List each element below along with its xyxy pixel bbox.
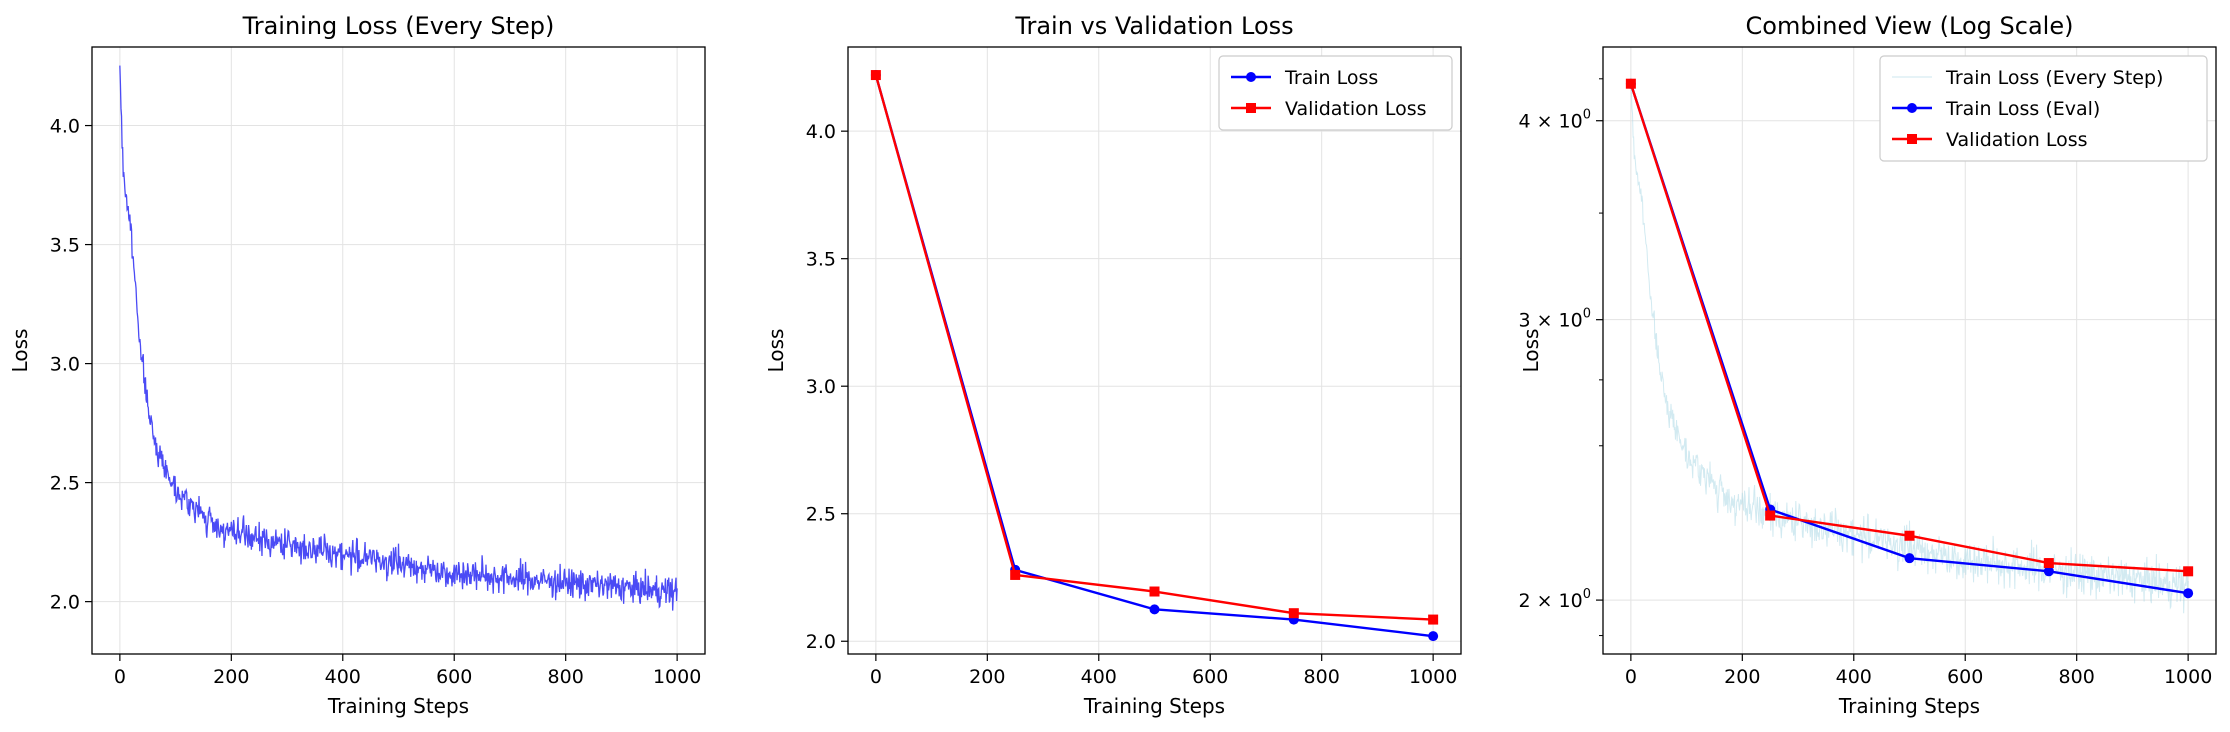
x-tick-label: 600 — [436, 666, 472, 688]
x-axis-label: Training Steps — [1838, 694, 1980, 718]
x-tick-label: 0 — [870, 666, 882, 688]
legend-marker — [1246, 103, 1256, 113]
x-tick-label: 200 — [213, 666, 249, 688]
legend-marker — [1246, 72, 1256, 82]
y-tick-label-exponent: 0 — [1583, 108, 1591, 123]
data-point — [1149, 604, 1160, 615]
legend-entry: Train Loss (Eval) — [1892, 98, 2100, 120]
series-2 — [870, 70, 1439, 625]
y-tick-label-base: 2 — [1518, 590, 1530, 612]
x-tick-label: 800 — [1304, 666, 1340, 688]
legend-label: Validation Loss — [1946, 129, 2088, 151]
data-point — [2183, 566, 2194, 577]
x-tick-label: 1000 — [653, 666, 701, 688]
plot-area — [848, 47, 1461, 654]
legend-label: Train Loss — [1284, 67, 1378, 89]
x-tick-label: 0 — [1625, 666, 1637, 688]
y-tick-label-pow: 10 — [1559, 590, 1583, 612]
x-axis-label: Training Steps — [1083, 694, 1225, 718]
data-point — [2043, 558, 2054, 569]
y-tick-label: 4.0 — [50, 116, 80, 138]
y-tick-label: 3.5 — [806, 249, 836, 271]
legend-marker — [1907, 103, 1917, 113]
legend-label: Validation Loss — [1285, 98, 1427, 120]
legend-entry: Train Loss — [1231, 67, 1378, 89]
y-tick-label-exponent: 0 — [1583, 307, 1591, 322]
plot-frame — [1602, 46, 2217, 655]
y-tick-label: 4.0 — [806, 121, 836, 143]
x-tick-label: 600 — [1947, 666, 1983, 688]
legend-box — [1879, 55, 2208, 162]
data-point — [2043, 566, 2054, 577]
data-point — [1428, 614, 1439, 625]
legend: Train Loss (Every Step) Train Loss (Eval)… — [1879, 55, 2208, 162]
data-point — [1010, 569, 1021, 580]
series-1 — [119, 65, 678, 611]
x-tick-label: 1000 — [1409, 666, 1457, 688]
legend: Train Loss Validation Loss — [1218, 55, 1453, 131]
y-tick-label-pow: 10 — [1559, 111, 1583, 133]
data-point — [1765, 510, 1776, 521]
x-tick-label: 0 — [114, 666, 126, 688]
y-axis-label: Loss — [8, 329, 32, 373]
y-tick-label-pow: 10 — [1559, 310, 1583, 332]
legend-marker — [1907, 134, 1917, 144]
x-tick-label: 600 — [1192, 666, 1228, 688]
data-point — [1428, 631, 1439, 642]
x-tick-label: 400 — [325, 666, 361, 688]
y-tick-label-exponent: 0 — [1583, 587, 1591, 602]
y-tick-label: 3.0 — [806, 376, 836, 398]
plot-frame — [847, 46, 1462, 655]
chart-panel-1: 0 200 400 600 800 1000 2.0 2.5 3.0 3.5 4.0 Training… — [8, 12, 706, 718]
y-tick-label-sep: × — [1531, 111, 1559, 133]
chart-title: Combined View (Log Scale) — [1746, 12, 2074, 40]
x-tick-label: 800 — [548, 666, 584, 688]
x-tick-label: 200 — [1724, 666, 1760, 688]
y-tick-label-base: 3 — [1518, 310, 1530, 332]
data-point — [2183, 588, 2194, 599]
x-tick-label: 200 — [969, 666, 1005, 688]
data-point — [1904, 530, 1915, 541]
series-line — [119, 65, 678, 611]
legend-entry: Validation Loss — [1892, 129, 2088, 151]
legend-entry: Train Loss (Every Step) — [1892, 67, 2163, 89]
y-tick-label: 2.5 — [806, 504, 836, 526]
y-tick-label-base: 4 — [1518, 111, 1530, 133]
series-3 — [1625, 78, 2194, 577]
y-tick-label: 4 × 100 — [1518, 108, 1591, 133]
legend-label: Train Loss (Eval) — [1945, 98, 2100, 120]
data-point — [870, 70, 881, 81]
y-tick-label: 3.0 — [50, 354, 80, 376]
x-tick-label: 800 — [2059, 666, 2095, 688]
y-tick-label: 2 × 100 — [1518, 587, 1591, 612]
y-tick-label: 3.5 — [50, 235, 80, 257]
chart-title: Train vs Validation Loss — [1014, 12, 1293, 40]
chart-title: Training Loss (Every Step) — [242, 12, 555, 40]
series-line — [1630, 78, 2189, 614]
series-1 — [1630, 78, 2189, 614]
legend-entry: Validation Loss — [1231, 98, 1427, 120]
plot-frame — [91, 46, 706, 655]
data-point — [1625, 78, 1636, 89]
x-tick-label: 400 — [1081, 666, 1117, 688]
y-tick-label: 2.5 — [50, 473, 80, 495]
y-tick-label: 2.0 — [50, 592, 80, 614]
data-point — [1149, 586, 1160, 597]
data-point — [1288, 608, 1299, 619]
x-tick-label: 400 — [1836, 666, 1872, 688]
y-tick-label-sep: × — [1531, 590, 1559, 612]
y-tick-label-sep: × — [1531, 310, 1559, 332]
legend-box — [1218, 55, 1453, 131]
y-tick-label: 3 × 100 — [1518, 307, 1591, 332]
legend-label: Train Loss (Every Step) — [1945, 67, 2163, 89]
x-tick-label: 1000 — [2164, 666, 2212, 688]
y-axis-label: Loss — [1519, 329, 1543, 373]
x-axis-label: Training Steps — [327, 694, 469, 718]
chart-panel-2: 0 200 400 600 800 1000 2.0 2.5 3.0 3.5 4.0 Train vs… — [764, 12, 1462, 718]
y-axis-label: Loss — [764, 329, 788, 373]
data-point — [1904, 553, 1915, 564]
y-tick-label: 2.0 — [806, 631, 836, 653]
